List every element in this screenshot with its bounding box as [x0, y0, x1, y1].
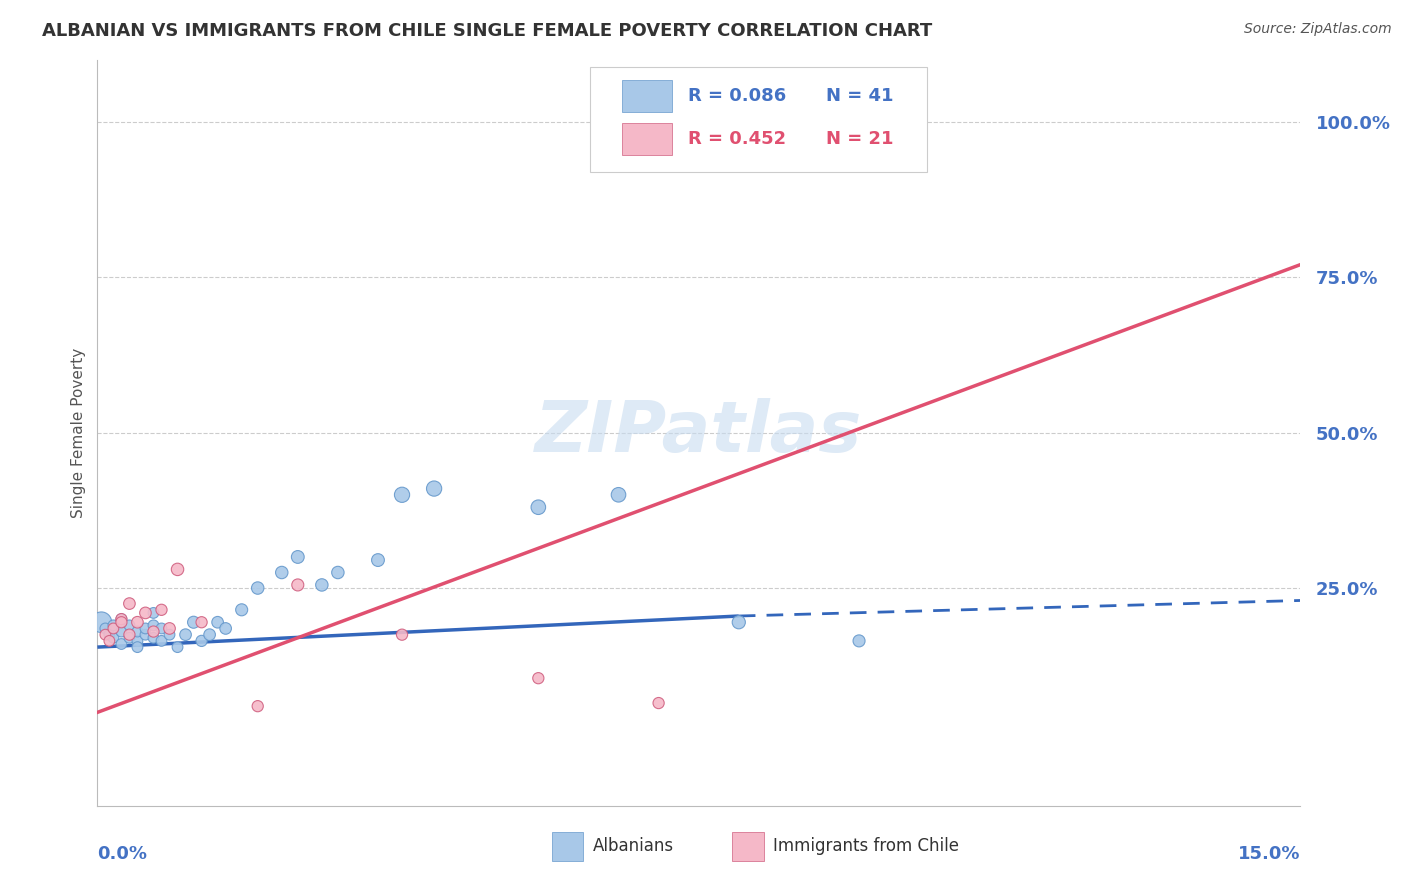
Point — [166, 640, 188, 654]
Text: 15.0%: 15.0% — [1237, 845, 1301, 863]
Point — [134, 606, 156, 620]
Text: Immigrants from Chile: Immigrants from Chile — [773, 838, 959, 855]
Point — [607, 488, 630, 502]
Point — [103, 622, 125, 636]
Point — [231, 603, 253, 617]
Point — [118, 618, 141, 632]
Point — [207, 615, 229, 630]
Point — [98, 633, 121, 648]
Text: ZIPatlas: ZIPatlas — [536, 398, 862, 467]
Point — [159, 628, 181, 642]
Point — [118, 597, 141, 611]
Text: Albanians: Albanians — [593, 838, 673, 855]
Point — [110, 612, 132, 626]
Point — [134, 628, 156, 642]
Text: R = 0.452: R = 0.452 — [688, 130, 786, 148]
Point — [134, 622, 156, 636]
Point — [150, 633, 173, 648]
Point — [270, 566, 292, 580]
Point — [246, 581, 269, 595]
Point — [198, 628, 221, 642]
Point — [142, 631, 165, 645]
Point — [90, 615, 112, 630]
Text: R = 0.086: R = 0.086 — [688, 87, 786, 105]
Point — [174, 628, 197, 642]
Text: N = 41: N = 41 — [827, 87, 894, 105]
FancyBboxPatch shape — [621, 80, 672, 112]
Text: 0.0%: 0.0% — [97, 845, 148, 863]
Point — [190, 633, 212, 648]
Point — [94, 628, 117, 642]
Point — [423, 482, 446, 496]
Point — [527, 671, 550, 685]
Point — [246, 699, 269, 714]
Point — [142, 618, 165, 632]
FancyBboxPatch shape — [553, 831, 583, 861]
Point — [391, 628, 413, 642]
Point — [287, 578, 309, 592]
Point — [391, 488, 413, 502]
Point — [110, 637, 132, 651]
Text: N = 21: N = 21 — [827, 130, 894, 148]
Point — [110, 612, 132, 626]
Point — [311, 578, 333, 592]
Point — [150, 603, 173, 617]
Text: Source: ZipAtlas.com: Source: ZipAtlas.com — [1244, 22, 1392, 37]
Point — [127, 615, 149, 630]
Point — [848, 633, 870, 648]
Point — [527, 500, 550, 515]
Point — [326, 566, 349, 580]
Point — [287, 549, 309, 564]
Point — [118, 631, 141, 645]
Point — [142, 624, 165, 639]
Point — [127, 624, 149, 639]
Point — [367, 553, 389, 567]
Point — [94, 622, 117, 636]
FancyBboxPatch shape — [591, 67, 927, 171]
Point — [183, 615, 205, 630]
Text: ALBANIAN VS IMMIGRANTS FROM CHILE SINGLE FEMALE POVERTY CORRELATION CHART: ALBANIAN VS IMMIGRANTS FROM CHILE SINGLE… — [42, 22, 932, 40]
Point — [110, 624, 132, 639]
Point — [142, 606, 165, 620]
Point — [159, 622, 181, 636]
Point — [166, 562, 188, 576]
Point — [768, 130, 790, 145]
Point — [98, 628, 121, 642]
Point — [110, 615, 132, 630]
Y-axis label: Single Female Poverty: Single Female Poverty — [72, 348, 86, 517]
FancyBboxPatch shape — [621, 123, 672, 155]
Point — [190, 615, 212, 630]
Point — [150, 622, 173, 636]
Point — [103, 618, 125, 632]
Point — [214, 622, 236, 636]
Point — [103, 631, 125, 645]
Point — [127, 640, 149, 654]
Point — [127, 633, 149, 648]
Point — [118, 628, 141, 642]
FancyBboxPatch shape — [733, 831, 763, 861]
Point — [647, 696, 669, 710]
Point — [727, 615, 749, 630]
